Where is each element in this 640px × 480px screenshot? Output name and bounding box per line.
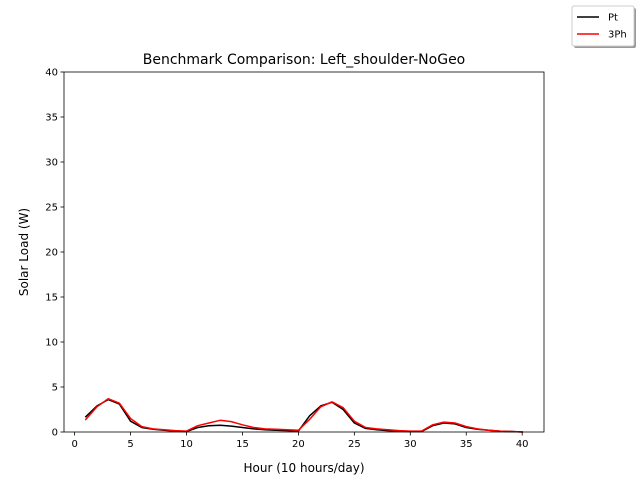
y-tick-label: 10 (45, 338, 58, 349)
plot-area (64, 72, 544, 432)
y-tick-label: 35 (45, 113, 58, 124)
x-tick-label: 35 (460, 439, 473, 450)
x-tick-label: 25 (348, 439, 361, 450)
x-tick-label: 15 (236, 439, 249, 450)
x-tick-label: 30 (404, 439, 417, 450)
x-tick-label: 40 (516, 439, 529, 450)
x-tick-label: 5 (127, 439, 133, 450)
y-tick-label: 15 (45, 293, 58, 304)
series-line-3ph (84, 397, 523, 433)
y-tick-label: 30 (45, 158, 58, 169)
x-tick-label: 0 (71, 439, 77, 450)
y-axis-title: Solar Load (W) (17, 208, 31, 296)
y-tick-label: 5 (52, 383, 58, 394)
chart-title: Benchmark Comparison: Left_shoulder-NoGe… (143, 52, 466, 68)
axes-layer: 0 5 10 15 20 25 30 35 40 0 5 10 15 20 25 30 35 40 (45, 68, 545, 450)
y-tick-label: 40 (45, 68, 58, 79)
series-layer (84, 397, 523, 433)
legend-label-3ph: 3Ph (608, 30, 627, 41)
x-tick-label: 20 (292, 439, 305, 450)
y-tick-label: 25 (45, 203, 58, 214)
y-tick-label: 20 (45, 248, 58, 259)
legend-box (571, 5, 635, 47)
legend-label-pt: Pt (608, 13, 618, 24)
legend: Pt 3Ph (571, 5, 636, 48)
x-axis-title: Hour (10 hours/day) (243, 461, 364, 475)
plot-background (64, 72, 544, 432)
y-tick-label: 0 (52, 428, 58, 439)
x-tick-label: 10 (180, 439, 193, 450)
